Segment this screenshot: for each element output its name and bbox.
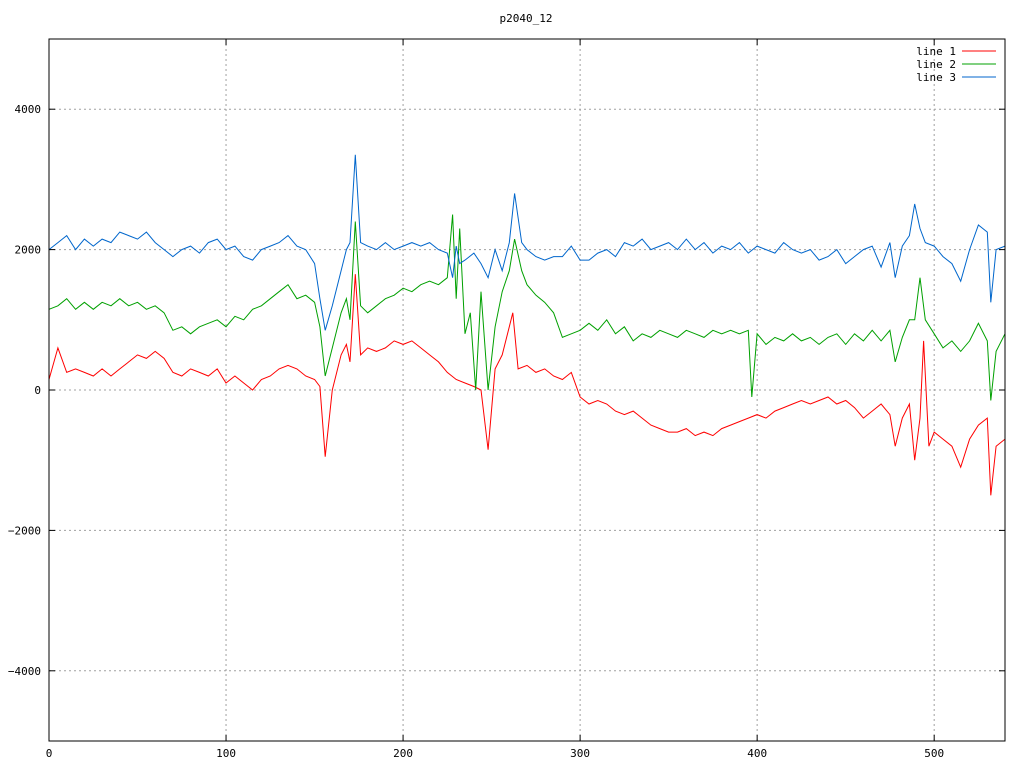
legend-label-1: line 1 [916, 45, 956, 58]
x-tick-label: 500 [924, 747, 944, 760]
y-tick-label: −2000 [8, 524, 41, 537]
grid [49, 39, 1005, 741]
legend-label-3: line 3 [916, 71, 956, 84]
series-line-2 [48, 214, 1006, 401]
x-tick-label: 200 [393, 747, 413, 760]
x-tick-label: 0 [46, 747, 53, 760]
plot-frame [48, 38, 1006, 742]
y-tick-label: −4000 [8, 665, 41, 678]
x-tick-label: 100 [216, 747, 236, 760]
axis-ticks: 0 100 200 300 400 500 −4000 −2000 0 2000 4000 [8, 39, 1005, 760]
legend-label-2: line 2 [916, 58, 956, 71]
series-line-1 [48, 274, 1006, 496]
x-tick-label: 300 [570, 747, 590, 760]
chart-title: p2040_12 [500, 12, 553, 25]
y-tick-label: 2000 [15, 244, 42, 257]
series-group [48, 154, 1006, 496]
x-tick-label: 400 [747, 747, 767, 760]
series-line-3 [48, 154, 1006, 331]
y-tick-label: 4000 [15, 103, 42, 116]
y-tick-label: 0 [34, 384, 41, 397]
